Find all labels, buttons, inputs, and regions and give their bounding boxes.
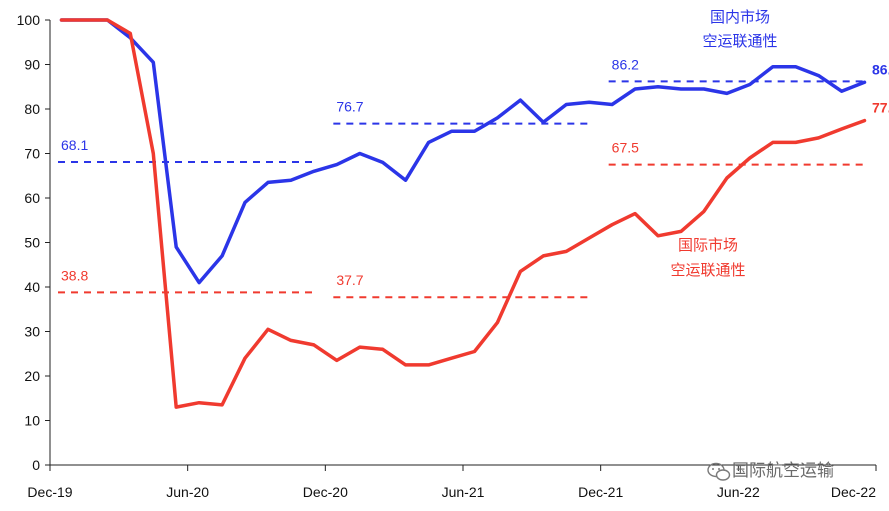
- domestic-average-label: 86.2: [612, 56, 639, 72]
- domestic-average-label: 68.1: [61, 137, 88, 153]
- international-end-value-label: 77.4: [872, 100, 889, 116]
- international-series-line: [59, 18, 867, 409]
- x-tick-label: Jun-21: [442, 484, 485, 500]
- y-tick-label: 0: [32, 457, 40, 473]
- x-tick-label: Jun-22: [717, 484, 760, 500]
- x-tick-label: Dec-19: [27, 484, 72, 500]
- international-average-label: 38.8: [61, 267, 88, 283]
- international-average-label: 67.5: [612, 140, 639, 156]
- y-tick-label: 90: [24, 57, 40, 73]
- watermark: 国际航空运输: [707, 461, 834, 481]
- y-tick-label: 60: [24, 190, 40, 206]
- international-series-name-line-2: 空运联通性: [670, 261, 745, 279]
- x-tick-label: Dec-20: [303, 484, 348, 500]
- y-tick-label: 40: [24, 279, 40, 295]
- watermark-text: 国际航空运输: [732, 461, 834, 481]
- series-lines: 86.0 77.4: [59, 18, 889, 409]
- international-series-name-line-1: 国际市场: [678, 236, 738, 254]
- domestic-average-label: 76.7: [336, 99, 363, 115]
- y-tick-label: 10: [24, 413, 40, 429]
- domestic-series-name-line-1: 国内市场: [710, 8, 770, 26]
- x-tick-label: Dec-21: [578, 484, 623, 500]
- domestic-series-line: [59, 18, 867, 285]
- international-average-label: 37.7: [336, 272, 363, 288]
- y-tick-label: 80: [24, 101, 40, 117]
- y-tick-label: 30: [24, 324, 40, 340]
- y-tick-label: 100: [17, 12, 41, 28]
- y-axis: 0 10 20 30 40 50 60 70 80 90 100: [17, 12, 51, 473]
- domestic-series-name-line-2: 空运联通性: [702, 32, 777, 50]
- y-tick-label: 50: [24, 235, 40, 251]
- y-tick-label: 20: [24, 368, 40, 384]
- domestic-end-value-label: 86.0: [872, 61, 889, 77]
- series-labels: 国内市场 空运联通性 国际市场 空运联通性: [670, 8, 777, 279]
- x-axis: Dec-19 Jun-20 Dec-20 Jun-21 Dec-21 Jun-22 Dec-…: [27, 464, 877, 500]
- x-tick-label: Jun-20: [166, 484, 209, 500]
- average-reference-lines: 68.1 76.7 86.2 38.8 37.7 67.5: [58, 56, 864, 299]
- y-tick-label: 70: [24, 146, 40, 162]
- wechat-icon: [707, 462, 731, 481]
- x-tick-label: Dec-22: [831, 484, 876, 500]
